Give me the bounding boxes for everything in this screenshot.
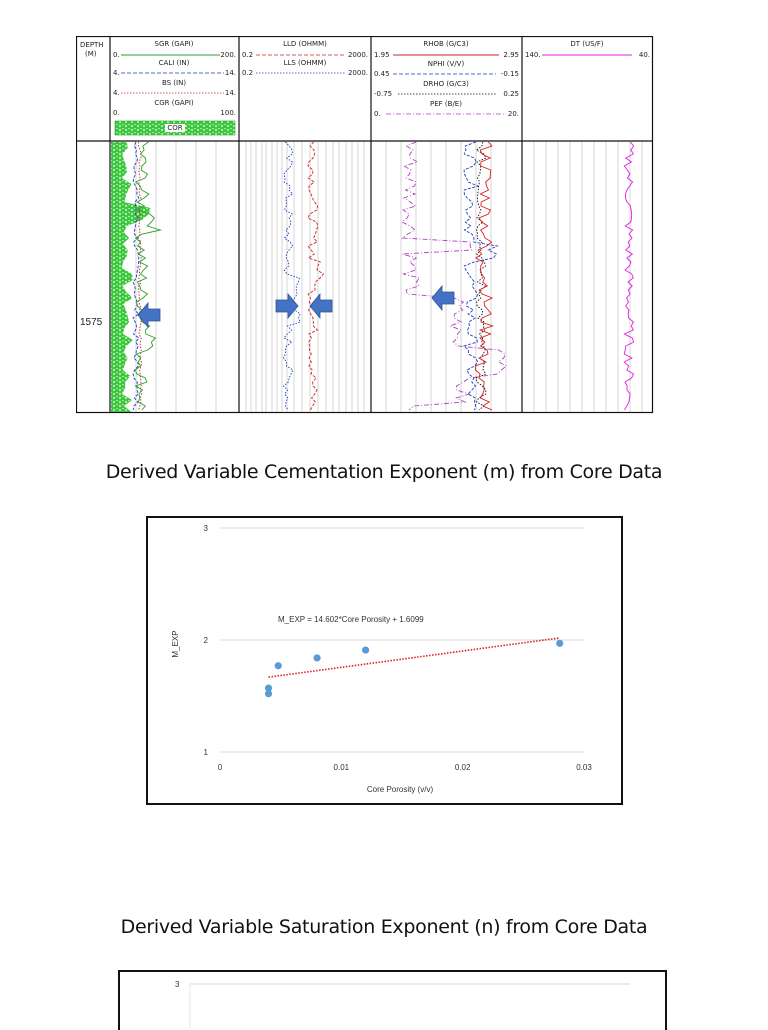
arrow-right-icon — [275, 292, 299, 320]
drho-curve-name: DRHO (G/C3) — [423, 80, 469, 88]
y-axis-label: M_EXP — [171, 630, 180, 657]
data-point — [556, 639, 564, 647]
x-tick-label: 0.03 — [576, 763, 592, 772]
bs-max: 14. — [225, 89, 236, 97]
trendline — [268, 637, 560, 678]
arrow-left-icon — [431, 284, 455, 312]
cgr-max: 100. — [220, 109, 236, 117]
cali-max: 14. — [225, 69, 236, 77]
nphi-min: 0.45 — [374, 70, 390, 78]
x-tick-label: 0.02 — [455, 763, 471, 772]
bs-curve — [138, 141, 142, 411]
saturation-heading: Derived Variable Saturation Exponent (n)… — [120, 916, 648, 938]
cementation-heading: Derived Variable Cementation Exponent (m… — [105, 461, 663, 483]
lls-curve-name: LLS (OHMM) — [284, 59, 327, 67]
rhob-curve-name: RHOB (G/C3) — [423, 40, 469, 48]
pef-curve — [401, 141, 508, 411]
y-tick-label: 3 — [204, 524, 209, 533]
depth-header-label: DEPTH — [80, 41, 104, 49]
lls-max: 2000. — [348, 69, 368, 77]
rhob-min: 1.95 — [374, 51, 390, 59]
drho-curve — [475, 141, 487, 411]
track1-header: SGR (GAPI) 0. 200. CALI (IN) 4. 14. BS (… — [113, 40, 236, 136]
nphi-max: -0.15 — [501, 70, 519, 78]
lls-curve — [282, 141, 301, 411]
core-fill-area — [111, 142, 151, 412]
y-tick-label: 2 — [204, 636, 209, 645]
y-tick-label: 3 — [175, 980, 180, 989]
m-exp-chart: 1 2 3 0 0.01 0.02 0.03 M_EXP = 14.602*Core Po… — [146, 516, 623, 805]
data-point — [274, 662, 282, 670]
data-point — [362, 646, 370, 654]
data-point — [264, 690, 273, 698]
x-tick-label: 0.01 — [334, 763, 350, 772]
cali-curve — [132, 141, 140, 411]
lld-curve-name: LLD (OHMM) — [283, 40, 327, 48]
lld-min: 0.2 — [242, 51, 253, 59]
n-exp-chart-svg: 3 — [175, 980, 630, 1028]
cgr-min: 0. — [113, 109, 120, 117]
nphi-curve-name: NPHI (V/V) — [428, 60, 465, 68]
bs-curve-name: BS (IN) — [162, 79, 186, 87]
m-exp-chart-svg: 1 2 3 0 0.01 0.02 0.03 M_EXP = 14.602*Core Po… — [171, 524, 592, 794]
sgr-curve — [134, 141, 163, 411]
log-body — [111, 141, 643, 412]
cgr-curve-name: CGR (GAPI) — [154, 99, 194, 107]
lld-curve — [307, 141, 325, 411]
lld-max: 2000. — [348, 51, 368, 59]
dt-curve — [623, 141, 635, 411]
sgr-max: 200. — [220, 51, 236, 59]
x-axis-label: Core Porosity (v/v) — [367, 785, 434, 794]
data-point — [313, 654, 321, 662]
track3-header: RHOB (G/C3) 1.95 2.95 NPHI (V/V) 0.45 -0… — [374, 40, 519, 118]
cali-curve-name: CALI (IN) — [159, 59, 190, 67]
depth-header-unit: (M) — [85, 50, 97, 58]
pef-max: 20. — [508, 110, 519, 118]
depth-marker: 1575 — [80, 317, 103, 328]
rhob-max: 2.95 — [503, 51, 519, 59]
well-log-panel: DEPTH (M) SGR (GAPI) 0. 200. CALI (IN) 4… — [76, 36, 654, 414]
n-exp-chart: 3 — [118, 970, 667, 1030]
rhob-curve — [474, 141, 495, 411]
dt-curve-name: DT (US/F) — [570, 40, 604, 48]
track2-header: LLD (OHMM) 0.2 2000. LLS (OHMM) 0.2 2000… — [242, 40, 368, 77]
cali-min: 4. — [113, 69, 120, 77]
nphi-curve — [463, 141, 499, 411]
sgr-curve-name: SGR (GAPI) — [155, 40, 194, 48]
pef-min: 0. — [374, 110, 381, 118]
dt-min: 140. — [525, 51, 541, 59]
arrow-left-icon — [309, 292, 333, 320]
x-tick-label: 0 — [218, 763, 223, 772]
data-point — [264, 684, 273, 692]
sgr-min: 0. — [113, 51, 120, 59]
pef-curve-name: PEF (B/E) — [430, 100, 462, 108]
drho-max: 0.25 — [503, 90, 519, 98]
core-fill-label: COR — [167, 124, 182, 132]
arrow-left-icon — [137, 301, 161, 329]
track4-header: DT (US/F) 140. 40. — [525, 40, 650, 59]
trendline-equation: M_EXP = 14.602*Core Porosity + 1.6099 — [278, 615, 424, 624]
dt-max: 40. — [639, 51, 650, 59]
drho-min: -0.75 — [374, 90, 392, 98]
y-tick-label: 1 — [204, 748, 209, 757]
lls-min: 0.2 — [242, 69, 253, 77]
bs-min: 4. — [113, 89, 120, 97]
